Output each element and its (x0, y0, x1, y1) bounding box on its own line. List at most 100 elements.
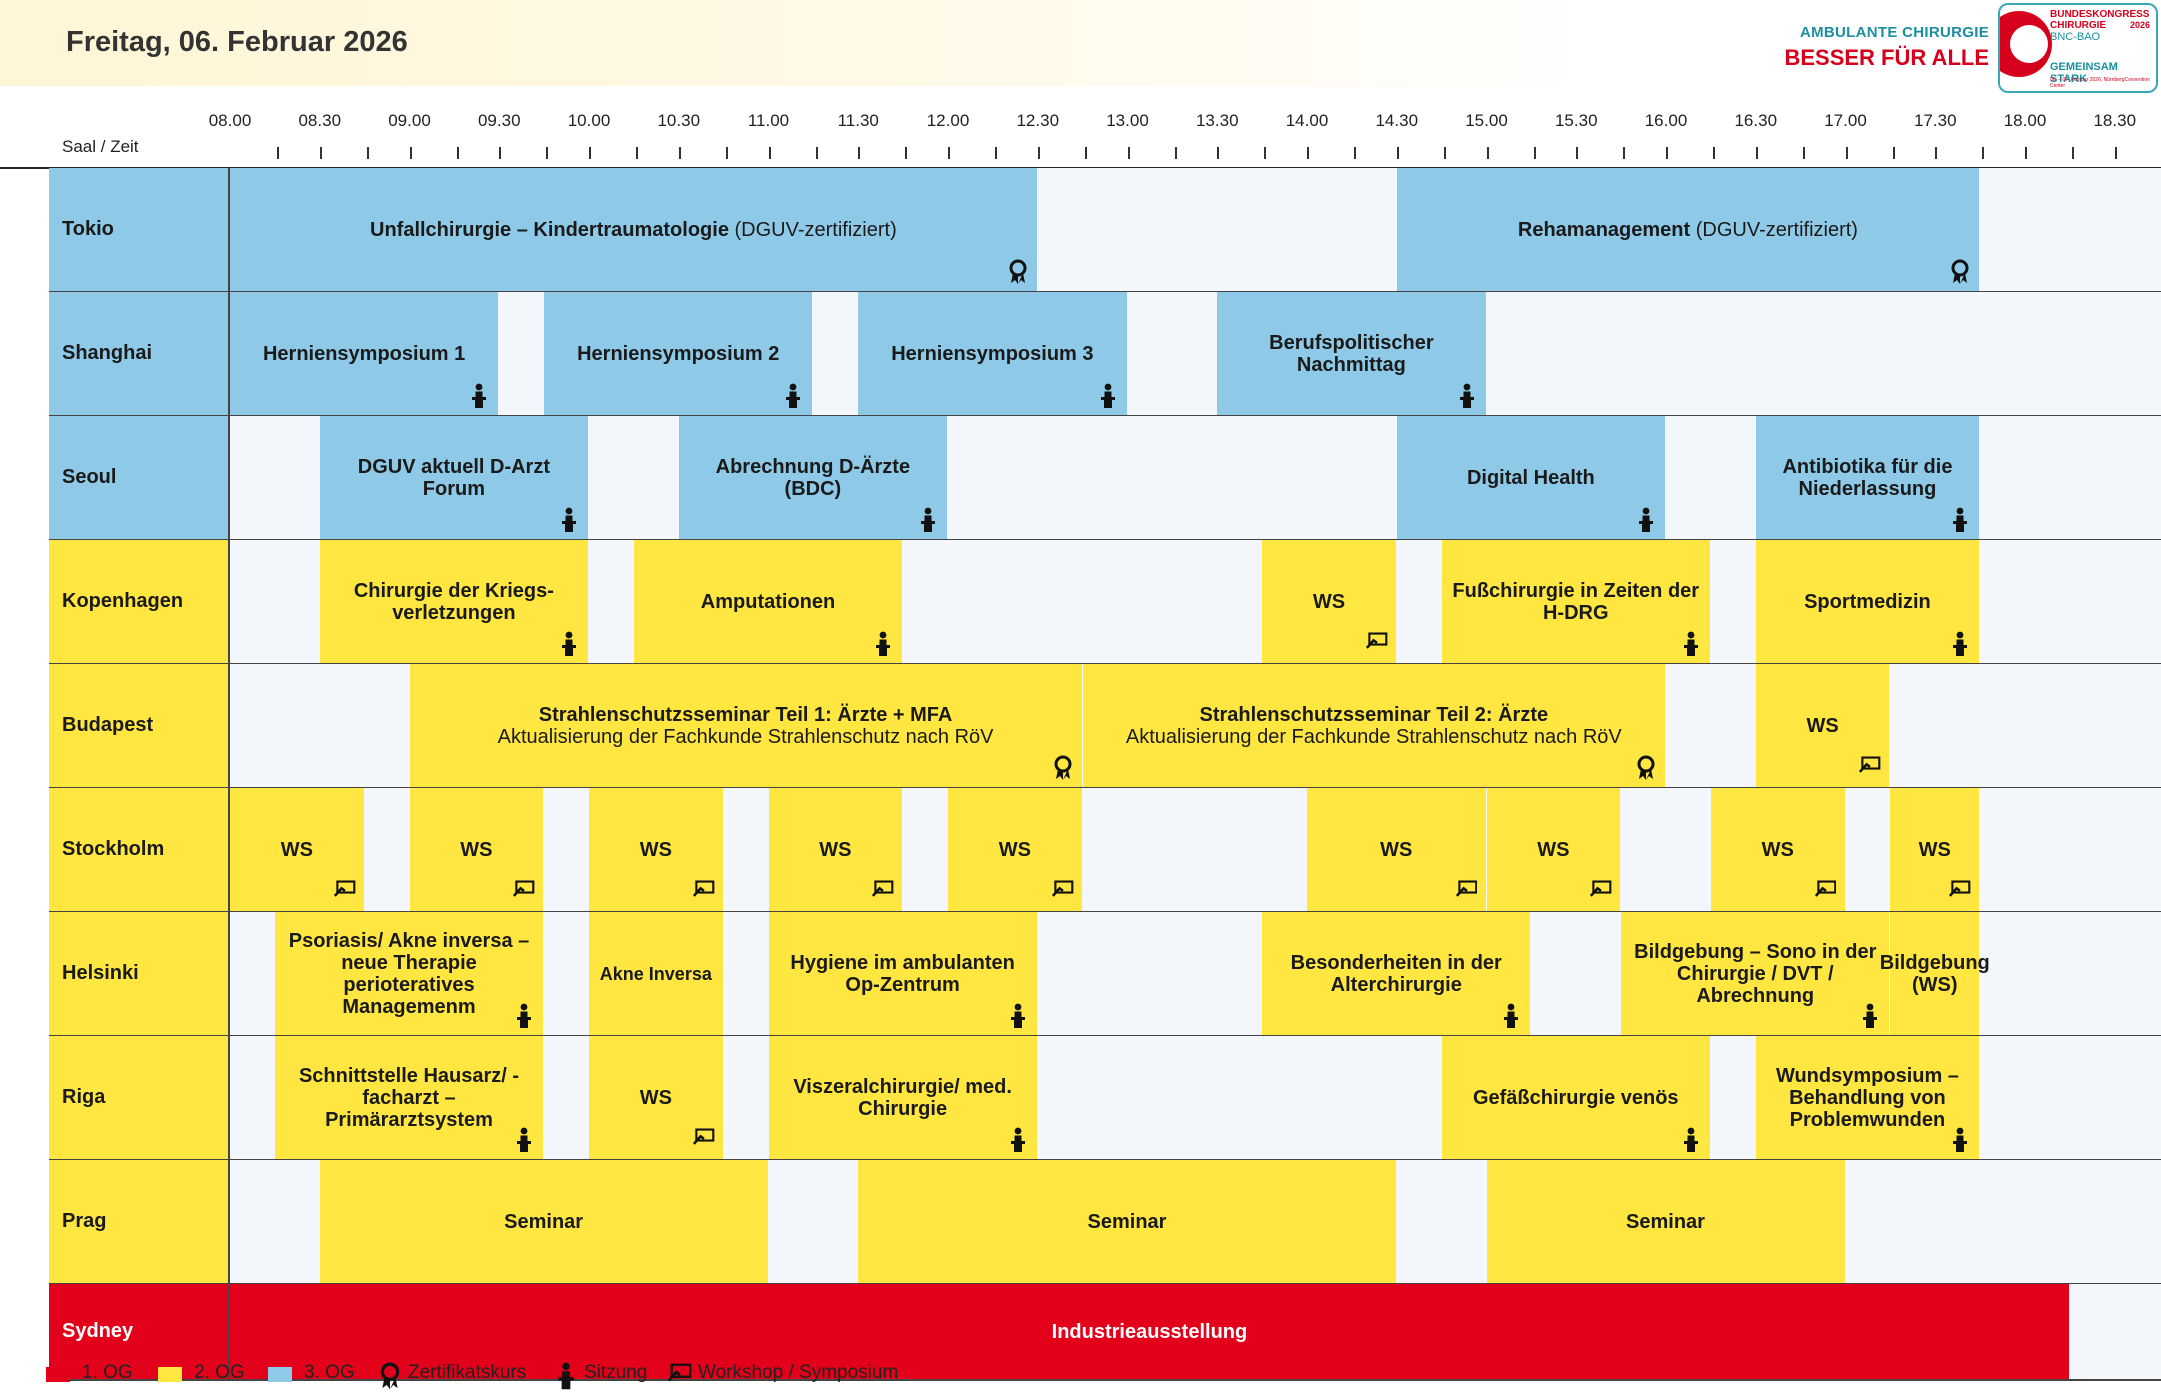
room-name: Prag (62, 1210, 107, 1232)
session-block[interactable]: Besonderheiten in der Alterchirurgie (1262, 912, 1531, 1036)
certificate-icon (1635, 755, 1657, 781)
session-block[interactable]: WS (1307, 788, 1486, 912)
session-block[interactable]: WS (1486, 788, 1621, 912)
workshop-icon (692, 879, 715, 905)
time-tick-label: 11.00 (747, 111, 790, 130)
session-block[interactable]: Herniensymposium 2 (544, 292, 813, 416)
session-text: DGUV aktuell D-Arzt Forum (326, 456, 582, 500)
session-block[interactable]: WS (409, 788, 544, 912)
session-block[interactable]: Gefäßchirurgie venös (1441, 1036, 1710, 1160)
session-block[interactable]: Sportmedizin (1755, 540, 1980, 664)
session-block[interactable]: Antibiotika für die Niederlassung (1755, 416, 1980, 540)
session-block[interactable]: WS (1262, 540, 1396, 664)
session-title: Herniensymposium 3 (891, 343, 1094, 365)
session-block[interactable]: Bildgebung – Sono in der Chirurgie / DVT… (1621, 912, 1890, 1036)
session-icon (468, 383, 490, 409)
session-block[interactable]: DGUV aktuell D-Arzt Forum (319, 416, 588, 540)
time-tick-label: 08.30 (298, 111, 342, 130)
session-subtitle: (DGUV-zertifiziert) (1695, 219, 1858, 241)
session-block[interactable]: Herniensymposium 1 (230, 292, 499, 416)
session-block[interactable]: WS (948, 788, 1082, 912)
time-tick-mark (409, 147, 412, 159)
room-name: Seoul (62, 466, 117, 488)
session-text: Amputationen (701, 591, 835, 613)
session-text: Antibiotika für die Niederlassung (1762, 456, 1973, 500)
room-cell-seoul (49, 416, 229, 540)
session-title: Digital Health (1466, 467, 1595, 489)
session-icon (554, 1362, 578, 1390)
session-block[interactable]: Chirurgie der Kriegs-verletzungen (319, 540, 588, 664)
session-block[interactable]: Strahlenschutzsseminar Teil 1: Ärzte + M… (409, 664, 1082, 788)
time-tick-mark (1533, 147, 1536, 159)
logo-title: BUNDESKONGRESS CHIRURGIE (2050, 9, 2150, 31)
logo-org: BNC-BAO (2050, 31, 2101, 43)
time-tick-mark (948, 147, 950, 159)
session-block[interactable]: Wundsymposium – Behandlung von Problemwu… (1755, 1036, 1980, 1160)
session-block[interactable]: Amputationen (633, 540, 903, 664)
session-text: Herniensymposium 2 (577, 343, 779, 365)
row-divider (49, 1379, 2161, 1381)
session-icon (1097, 383, 1119, 409)
time-tick-label: 13.30 (1195, 111, 1239, 130)
workshop-icon (513, 879, 535, 905)
time-tick-mark (1037, 147, 1040, 159)
workshop-icon (872, 879, 894, 905)
session-block[interactable]: Seminar (1486, 1160, 1845, 1284)
session-title: Bildgebung – Sono in der Chirurgie / DVT… (1634, 941, 1877, 1007)
workshop-icon (1051, 879, 1074, 905)
time-tick-mark (1264, 147, 1267, 159)
session-title: Sportmedizin (1804, 591, 1931, 613)
session-text: WS (281, 839, 313, 861)
time-tick-mark (815, 147, 818, 159)
session-block[interactable]: WS (1710, 788, 1845, 912)
session-block[interactable]: Abrechnung D-Ärzte (BDC) (678, 416, 947, 540)
workshop-icon (1859, 755, 1881, 781)
session-text: WS (1806, 715, 1838, 737)
session-block[interactable]: Unfallchirurgie – Kindertraumatologie (D… (230, 168, 1037, 292)
time-tick-label: 12.00 (926, 111, 970, 130)
session-block[interactable]: WS (230, 788, 364, 912)
session-block[interactable]: Herniensymposium 3 (858, 292, 1127, 416)
session-block[interactable]: WS (589, 788, 723, 912)
session-block[interactable]: Fußchirurgie in Zeiten der H-DRG (1441, 540, 1710, 664)
time-tick-mark (1845, 147, 1848, 159)
certificate-icon (378, 1362, 402, 1390)
session-icon (558, 631, 580, 657)
legend-label: Workshop / Symposium (698, 1362, 899, 1383)
session-title: Wundsymposium – Behandlung von Problemwu… (1775, 1065, 1959, 1131)
session-block[interactable]: WS (1890, 788, 1980, 912)
session-block[interactable]: Digital Health (1396, 416, 1665, 540)
logo-tagline-bottom: BESSER FÜR ALLE (1784, 45, 1989, 70)
session-block[interactable]: Hygiene im ambulanten Op-Zentrum (768, 912, 1037, 1036)
session-block[interactable]: Industrieausstellung (230, 1284, 2069, 1380)
workshop-icon (667, 1362, 692, 1388)
session-subtitle: (DGUV-zertifiziert) (734, 219, 897, 241)
session-block[interactable]: WS (1755, 664, 1890, 788)
session-block[interactable]: Psoriasis/ Akne inversa – neue Therapie … (274, 912, 544, 1036)
room-time-header: Saal / Zeit (62, 137, 139, 156)
session-block[interactable]: Seminar (858, 1160, 1396, 1284)
time-tick-label: 08.00 (208, 111, 252, 130)
page-header: Freitag, 06. Februar 2026 AMBULANTE CHIR… (0, 0, 2161, 93)
session-block[interactable]: Strahlenschutzsseminar Teil 2: Ärzte Aktu… (1082, 664, 1665, 788)
session-block[interactable]: Schnittstelle Hausarz/ -facharzt – Primä… (274, 1036, 544, 1160)
session-icon (1680, 631, 1702, 657)
session-block[interactable]: Rehamanagement (DGUV-zertifiziert) (1396, 168, 1980, 292)
session-block[interactable]: Bildgebung (WS) (1880, 912, 1990, 1036)
session-block[interactable]: WS (589, 1036, 723, 1160)
time-tick-mark (456, 147, 459, 159)
time-tick-mark (366, 147, 369, 159)
session-block[interactable]: Berufspolitischer Nachmittag (1217, 292, 1486, 416)
session-icon (1949, 507, 1971, 533)
session-block[interactable]: Seminar (319, 1160, 768, 1284)
session-block[interactable]: Akne Inversa (589, 912, 723, 1036)
time-tick-mark (678, 147, 681, 159)
time-tick-label: 14.30 (1375, 111, 1419, 130)
session-text: Viszeralchirurgie/ med. Chirurgie (775, 1076, 1031, 1120)
session-block[interactable]: WS (768, 788, 903, 912)
session-subtitle: Aktualisierung der Fachkunde Strahlensch… (497, 726, 994, 748)
session-block[interactable]: Viszeralchirurgie/ med. Chirurgie (768, 1036, 1037, 1160)
room-cell-prag (49, 1160, 229, 1284)
time-tick-mark (1217, 147, 1220, 159)
time-tick-mark (1486, 147, 1489, 159)
